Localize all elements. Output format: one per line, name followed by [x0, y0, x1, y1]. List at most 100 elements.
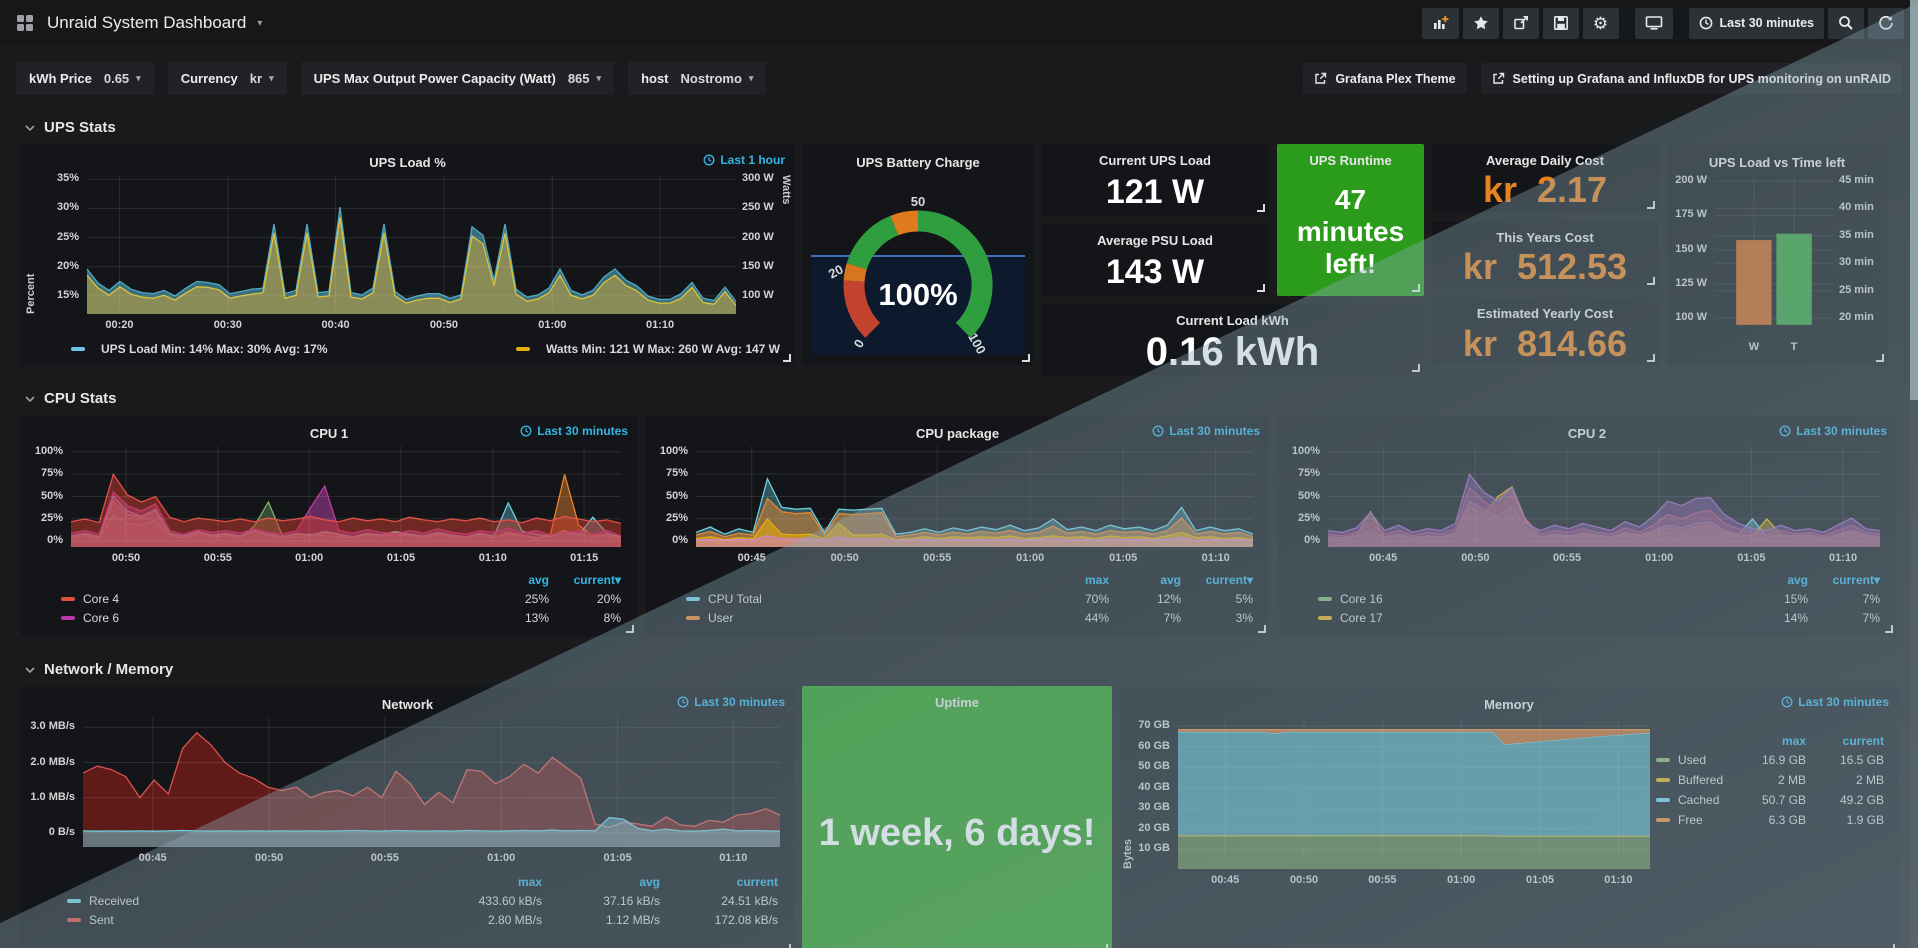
panel-title[interactable]: UPS Load %: [369, 155, 446, 170]
series-color-dash[interactable]: [686, 615, 700, 620]
cycle-view-mode-button[interactable]: [1634, 7, 1673, 39]
legend-series-label[interactable]: CPU Total: [708, 591, 762, 606]
panel-title[interactable]: Current UPS Load: [1099, 153, 1211, 168]
legend-series-watts[interactable]: Watts Min: 121 W Max: 260 W Avg: 147 W: [515, 342, 780, 356]
section-header-network-memory[interactable]: Network / Memory: [0, 647, 1918, 686]
legend-series-label[interactable]: Core 4: [83, 591, 120, 606]
legend-column-header[interactable]: current: [1842, 733, 1884, 748]
cpu-package-chart[interactable]: [696, 446, 1253, 547]
legend-column-header[interactable]: max: [1781, 733, 1806, 748]
ups-load-chart[interactable]: [87, 175, 736, 314]
panel-title[interactable]: This Years Cost: [1496, 229, 1594, 245]
settings-button[interactable]: ⚙: [1582, 7, 1619, 39]
link-grafana-plex-theme[interactable]: Grafana Plex Theme: [1303, 63, 1467, 94]
legend-column-header[interactable]: current▾: [1205, 572, 1253, 587]
panel-title[interactable]: Current Load kWh: [1176, 313, 1289, 328]
legend-column-header[interactable]: current▾: [573, 572, 621, 587]
time-range-picker[interactable]: Last 30 minutes: [1688, 7, 1824, 39]
scrollbar-thumb[interactable]: [1910, 0, 1918, 400]
legend-series-label[interactable]: Core 17: [1340, 610, 1383, 625]
legend-series-label[interactable]: User: [708, 610, 734, 625]
dashboard-grid-icon[interactable]: [14, 12, 36, 34]
legend-column-header[interactable]: current▾: [1832, 572, 1880, 587]
series-color-dash[interactable]: [1318, 596, 1332, 601]
axis-tick: 00:55: [203, 552, 232, 564]
save-dashboard-button[interactable]: [1542, 7, 1579, 39]
battery-gauge: 0 20 50 100 100%: [809, 173, 1027, 357]
title-caret-icon[interactable]: ▾: [257, 17, 263, 29]
refresh-button[interactable]: [1868, 7, 1904, 39]
series-color-dash[interactable]: [686, 596, 700, 601]
time-range-badge[interactable]: Last 1 hour: [703, 153, 785, 167]
legend-series-label[interactable]: Received: [89, 893, 140, 908]
section-header-ups-stats[interactable]: UPS Stats: [0, 105, 1918, 144]
series-color-dash[interactable]: [67, 917, 81, 922]
variable-value-dropdown[interactable]: kr ▾: [249, 71, 274, 86]
legend-column-header[interactable]: avg: [528, 572, 549, 587]
panel-title[interactable]: UPS Runtime: [1309, 153, 1392, 168]
panel-title[interactable]: Memory: [1484, 697, 1534, 712]
series-color-dash[interactable]: [1656, 778, 1670, 782]
legend-series-label[interactable]: Free: [1678, 813, 1703, 827]
legend-series-label[interactable]: Used: [1678, 753, 1707, 767]
axis-tick: W: [1748, 341, 1760, 353]
legend-column-header[interactable]: avg: [1787, 572, 1808, 587]
page-scrollbar[interactable]: [1910, 0, 1918, 948]
panel-cpu-package: CPU package Last 30 minutes 100% 75% 50% 25…: [645, 415, 1270, 637]
legend-column-header[interactable]: avg: [639, 874, 660, 889]
legend-column-header[interactable]: max: [517, 874, 542, 889]
panel-title[interactable]: CPU 1: [309, 426, 349, 441]
axis-tick: 00:20: [105, 319, 134, 331]
ups-bar-chart[interactable]: [1715, 177, 1833, 336]
series-color-dash[interactable]: [61, 615, 75, 620]
panel-title[interactable]: Network: [381, 697, 434, 712]
star-dashboard-button[interactable]: [1462, 7, 1499, 39]
legend-series-ups-load[interactable]: UPS Load Min: 14% Max: 30% Avg: 17%: [71, 342, 328, 356]
legend-series-label[interactable]: Core 16: [1340, 591, 1383, 606]
variable-value-dropdown[interactable]: Nostromo ▾: [680, 71, 754, 86]
panel-title[interactable]: CPU 2: [1567, 426, 1607, 441]
series-color-dash[interactable]: [1656, 798, 1670, 802]
legend-series-label[interactable]: Sent: [89, 912, 114, 927]
add-panel-button[interactable]: [1421, 7, 1459, 39]
time-range-badge[interactable]: Last 30 minutes: [520, 424, 628, 438]
series-color-dash[interactable]: [67, 898, 81, 903]
link-grafana-influxdb-guide[interactable]: Setting up Grafana and InfluxDB for UPS …: [1480, 63, 1902, 94]
cpu1-chart[interactable]: [71, 446, 621, 547]
series-color-dash[interactable]: [1656, 758, 1670, 762]
panel-title[interactable]: Estimated Yearly Cost: [1476, 306, 1614, 322]
panel-title[interactable]: CPU package: [915, 426, 1000, 441]
series-color-dash[interactable]: [61, 596, 75, 601]
battery-gauge-arc[interactable]: 0 20 50 100: [809, 173, 1027, 357]
memory-chart[interactable]: [1178, 717, 1650, 869]
time-range-badge[interactable]: Last 30 minutes: [1781, 695, 1889, 709]
legend-series-label[interactable]: Cached: [1678, 793, 1720, 807]
axis-tick: 30 min: [1839, 256, 1874, 269]
panel-title[interactable]: Average PSU Load: [1097, 233, 1213, 248]
dashboard-title[interactable]: Unraid System Dashboard: [47, 13, 247, 32]
series-color-dash[interactable]: [1656, 818, 1670, 822]
legend-column-header[interactable]: avg: [1160, 572, 1181, 587]
share-dashboard-button[interactable]: [1502, 7, 1539, 39]
legend-column-header[interactable]: current: [736, 874, 778, 889]
legend-value: 1.12 MB/s: [605, 912, 660, 927]
section-header-cpu-stats[interactable]: CPU Stats: [0, 376, 1918, 415]
cpu2-chart[interactable]: [1328, 446, 1880, 547]
panel-title[interactable]: Uptime: [934, 695, 980, 710]
network-chart[interactable]: [83, 717, 780, 847]
series-color-dash[interactable]: [1318, 615, 1332, 620]
legend-column-header[interactable]: max: [1084, 572, 1109, 587]
legend-series-label[interactable]: Core 6: [83, 610, 120, 625]
axis-tick: 01:05: [1525, 874, 1555, 886]
panel-title[interactable]: UPS Load vs Time left: [1708, 155, 1846, 170]
time-range-badge[interactable]: Last 30 minutes: [1152, 424, 1260, 438]
variable-value-dropdown[interactable]: 865 ▾: [567, 71, 602, 86]
legend-series-label[interactable]: Buffered: [1678, 773, 1724, 787]
time-range-badge[interactable]: Last 30 minutes: [1779, 424, 1887, 438]
variable-value-dropdown[interactable]: 0.65 ▾: [103, 71, 141, 86]
zoom-out-button[interactable]: [1828, 7, 1864, 39]
panel-title[interactable]: Average Daily Cost: [1485, 153, 1604, 168]
axis-tick: 35 min: [1839, 228, 1874, 241]
time-range-badge[interactable]: Last 30 minutes: [677, 695, 785, 709]
panel-title[interactable]: UPS Battery Charge: [856, 155, 980, 170]
